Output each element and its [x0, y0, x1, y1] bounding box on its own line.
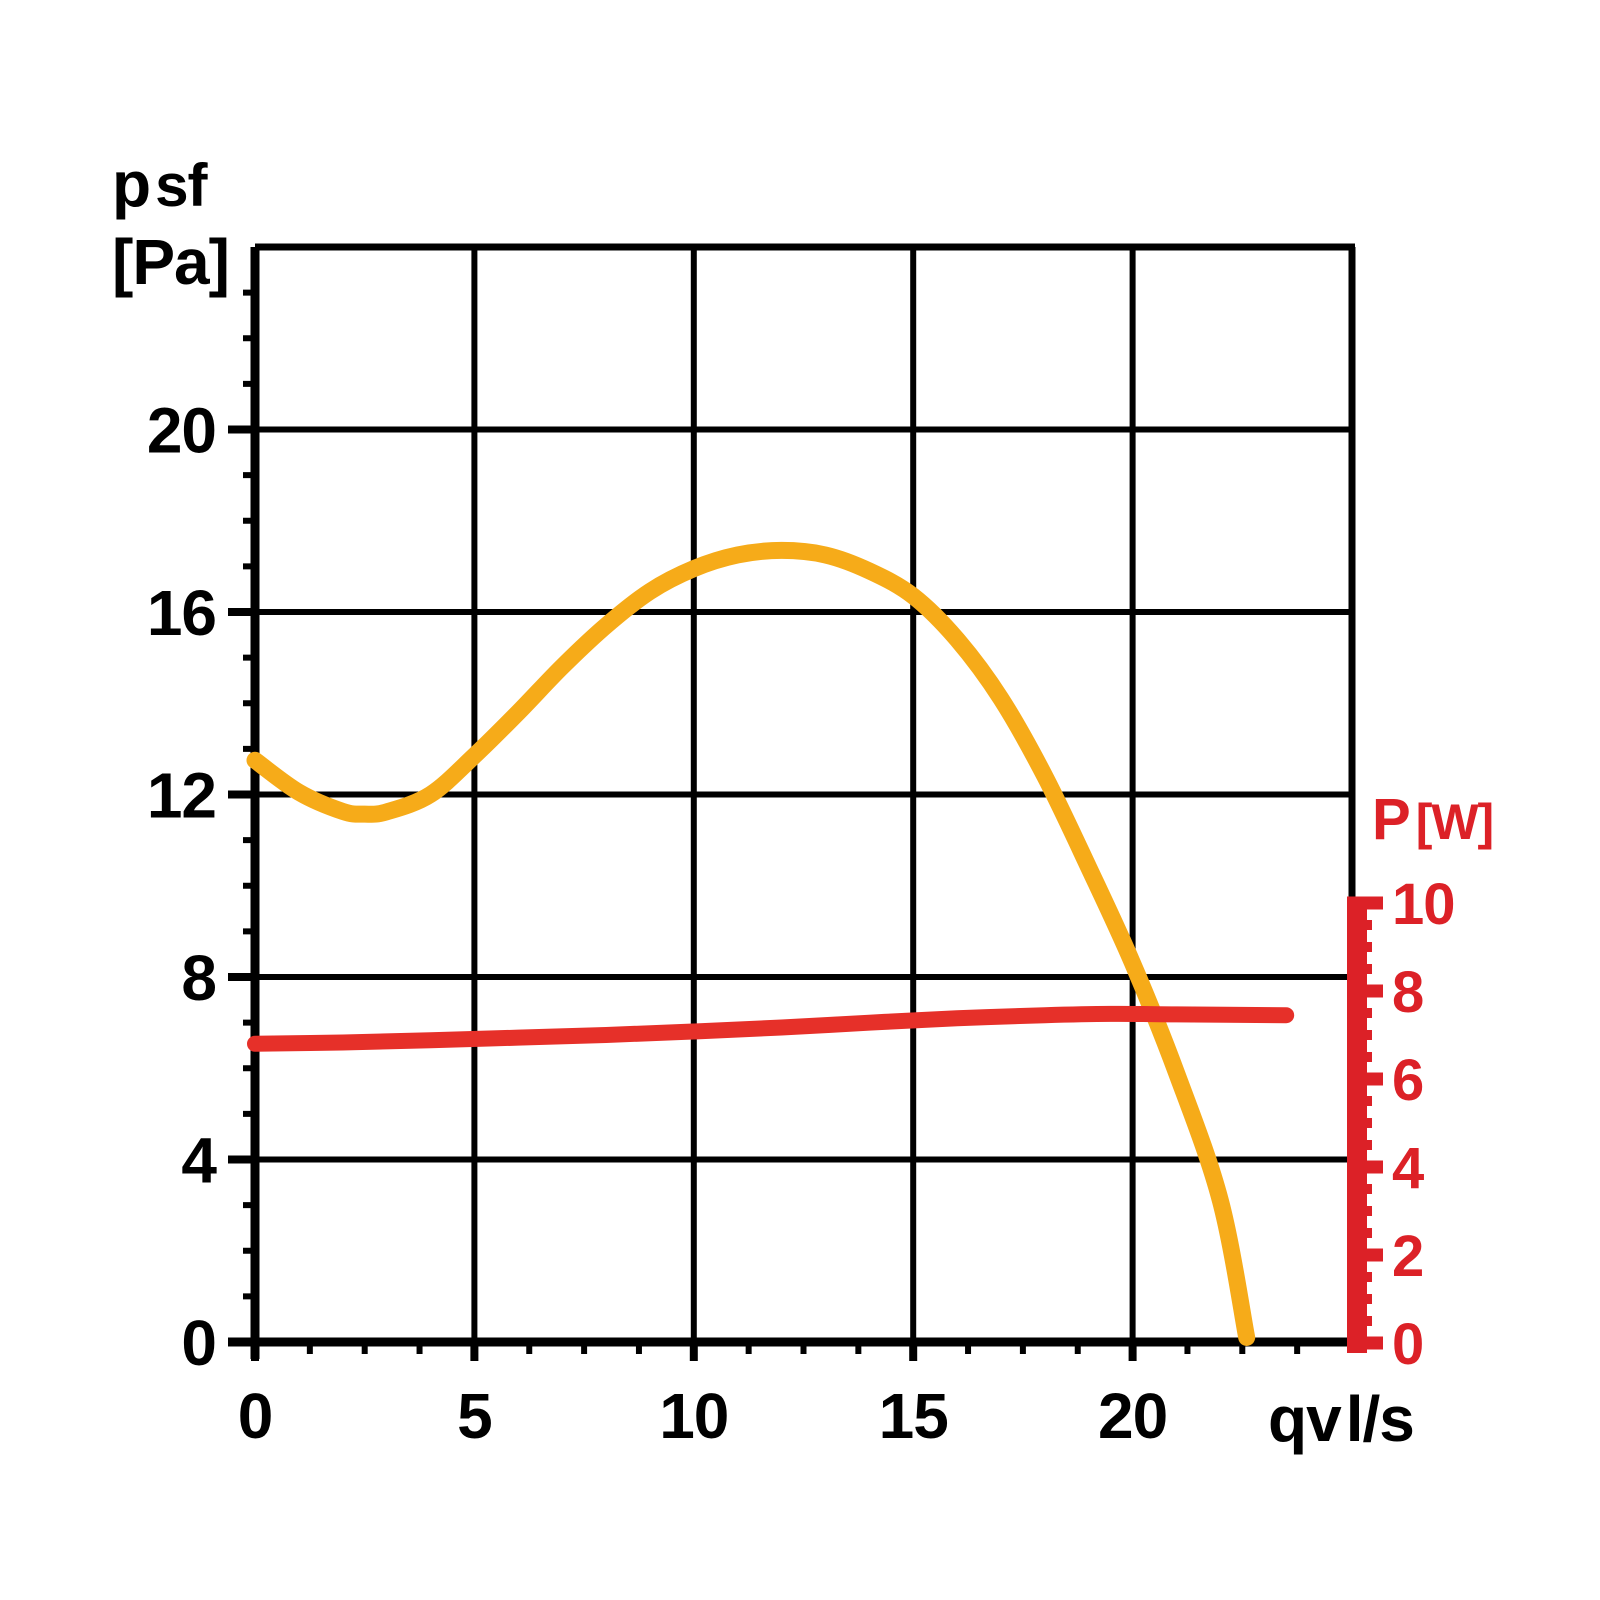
power-axis-minor-tick	[1347, 1206, 1372, 1216]
power-axis-major-tick	[1347, 984, 1383, 998]
power-axis-major-tick	[1347, 1248, 1383, 1262]
x-axis-tick-label: 15	[879, 1380, 948, 1452]
power-axis-minor-tick	[1347, 1140, 1372, 1150]
power-axis-tick-label: 10	[1392, 872, 1455, 937]
pressure-unit-line: [Pa]	[112, 226, 230, 298]
x-axis-tick-label: 10	[659, 1380, 728, 1452]
power-axis-minor-tick	[1347, 1294, 1372, 1304]
power-axis-minor-tick	[1347, 1030, 1372, 1040]
power-axis-tick-label: 8	[1392, 960, 1423, 1025]
power-axis-minor-tick	[1347, 964, 1372, 974]
pressure-symbol-line: psf	[112, 148, 208, 220]
power-axis-major-tick	[1347, 1072, 1383, 1086]
y-axis-tick-label: 0	[181, 1307, 216, 1379]
power-symbol: P	[1372, 787, 1411, 852]
right-axis-title: P [W]	[1372, 786, 1494, 853]
power-axis-major-tick	[1347, 896, 1383, 910]
y-axis-tick-label: 16	[147, 577, 216, 649]
power-axis-minor-tick	[1347, 1184, 1372, 1194]
power-axis-minor-tick	[1347, 1096, 1372, 1106]
y-axis-tick-label: 20	[147, 395, 216, 467]
power-axis-major-tick	[1347, 1160, 1383, 1174]
power-axis-minor-tick	[1347, 920, 1372, 930]
x-axis-tick-label: 20	[1098, 1380, 1167, 1452]
power-axis-minor-tick	[1347, 1272, 1372, 1282]
flow-symbol: qv	[1268, 1383, 1342, 1455]
power-axis-minor-tick	[1347, 942, 1372, 952]
y-axis-tick-label: 4	[181, 1125, 217, 1197]
power-axis-tick-label: 2	[1392, 1224, 1423, 1289]
power-curve	[247, 1005, 1295, 1052]
power-axis-minor-tick	[1347, 1316, 1372, 1326]
power-axis-major-tick	[1347, 1336, 1383, 1350]
x-axis-tick-label: 0	[238, 1380, 273, 1452]
power-unit: [W]	[1415, 794, 1494, 850]
power-axis-tick-label: 6	[1392, 1048, 1423, 1113]
x-axis-title: qvl/s	[1268, 1382, 1415, 1456]
power-axis-minor-tick	[1347, 1052, 1372, 1062]
power-axis-tick-label: 4	[1392, 1136, 1424, 1201]
x-axis-tick-label: 5	[457, 1380, 492, 1452]
power-axis-minor-tick	[1347, 1228, 1372, 1238]
pressure-curve	[246, 541, 1256, 1346]
flow-unit: l/s	[1345, 1383, 1415, 1455]
power-axis-minor-tick	[1347, 1008, 1372, 1018]
power-axis-tick-label: 0	[1392, 1312, 1423, 1377]
left-axis-title: psf [Pa]	[112, 146, 230, 300]
power-axis-minor-tick	[1347, 1118, 1372, 1128]
y-axis-tick-label: 12	[147, 760, 216, 832]
y-axis-tick-label: 8	[181, 942, 216, 1014]
